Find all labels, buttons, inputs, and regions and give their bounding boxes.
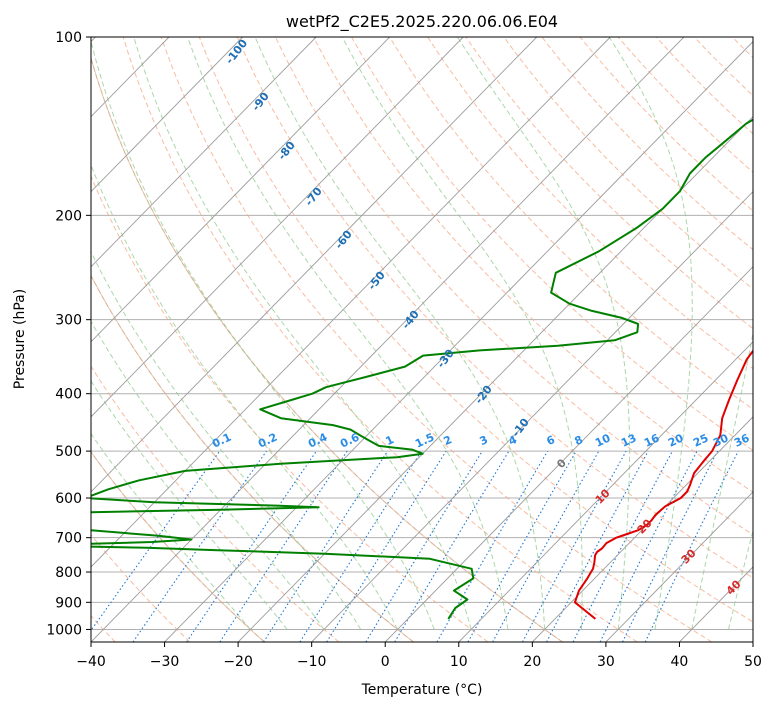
dry-adiabat-line xyxy=(198,37,753,623)
moist-adiabat-line xyxy=(254,37,546,630)
mixing-ratio-label: 13 xyxy=(619,431,638,449)
isotherm-line xyxy=(91,37,611,568)
mixing-ratio-line xyxy=(546,450,649,642)
mixing-ratio-line xyxy=(599,450,698,642)
x-tick-label: 20 xyxy=(523,654,541,670)
dewpoint-line xyxy=(91,118,753,620)
y-tick-label: 1000 xyxy=(46,622,82,638)
x-tick-label: −20 xyxy=(223,654,253,670)
dry-adiabat-line xyxy=(91,365,340,642)
moist-adiabat-line xyxy=(187,37,509,630)
x-tick-label: −40 xyxy=(76,654,106,670)
reference-curve xyxy=(91,274,414,642)
isotherm-line xyxy=(91,37,685,642)
isotherm-line xyxy=(311,191,753,642)
y-axis-title: Pressure (hPa) xyxy=(12,289,28,389)
x-tick-label: 0 xyxy=(381,654,390,670)
mixing-ratio-line xyxy=(91,450,221,632)
y-tick-label: 600 xyxy=(55,491,82,507)
dry-adiabat-line xyxy=(236,37,753,579)
dry-adiabat-line xyxy=(389,37,753,410)
isotherm-line xyxy=(91,37,538,493)
dry-adiabat-line xyxy=(313,37,753,493)
dry-adiabat-line xyxy=(351,37,753,452)
y-tick-label: 500 xyxy=(55,444,82,460)
dry-adiabat-line xyxy=(465,37,753,330)
y-tick-label: 100 xyxy=(55,30,82,46)
mixing-ratio-line xyxy=(365,450,483,642)
mixing-ratio-line xyxy=(219,450,348,642)
moist-adiabat-line xyxy=(728,528,753,630)
mixing-ratio-label: 30 xyxy=(711,431,731,449)
mixing-ratio-line xyxy=(622,450,719,642)
mixing-ratio-label: 16 xyxy=(642,431,662,449)
mixing-ratio-line xyxy=(263,450,389,642)
mixing-ratio-line xyxy=(299,450,422,642)
y-axis-ticks: 100 200 300 400 500 600 700 800 900 1000 xyxy=(46,30,91,638)
dry-adiabat-line xyxy=(160,37,713,642)
mixing-ratio-line xyxy=(132,450,267,642)
y-tick-label: 200 xyxy=(55,208,82,224)
dry-adiabat-line xyxy=(427,37,753,370)
x-tick-label: −30 xyxy=(150,654,180,670)
dry-adiabat-line xyxy=(503,37,753,290)
moist-adiabat-line xyxy=(457,37,631,630)
dry-adiabat-line xyxy=(91,534,191,642)
dry-adiabat-line xyxy=(274,37,753,536)
dry-adiabat-line xyxy=(91,174,489,642)
isotherm-line xyxy=(384,266,753,642)
moist-adiabat-line xyxy=(91,320,325,630)
mixing-ratio-label: 25 xyxy=(691,431,710,449)
profile-lines xyxy=(91,118,753,620)
moist-adiabat-line xyxy=(608,37,693,630)
moist-adiabat-line xyxy=(91,163,398,630)
isotherm-line xyxy=(458,341,753,642)
mixing-ratio-line xyxy=(467,450,577,642)
isotherm-grid xyxy=(91,37,753,642)
y-tick-label: 900 xyxy=(55,595,82,611)
x-axis-ticks: −40 −30 −20 −10 0 10 20 30 40 50 xyxy=(76,642,762,670)
x-tick-label: 40 xyxy=(671,654,689,670)
mixing-ratio-line xyxy=(186,450,317,642)
isotherm-line xyxy=(91,37,243,193)
mixing-ratio-label: 20 xyxy=(666,431,686,449)
plot-frame xyxy=(90,36,754,643)
dry-adiabat-line xyxy=(579,37,753,212)
mixing-ratio-line xyxy=(522,450,627,642)
y-tick-label: 700 xyxy=(55,531,82,547)
chart-title: wetPf2_C2E5.2025.220.06.06.E04 xyxy=(286,12,558,32)
isotherm-line xyxy=(605,491,753,642)
mixing-ratio-label: 36 xyxy=(732,431,752,449)
temperature-line xyxy=(573,349,753,620)
isotherm-line xyxy=(237,115,753,642)
x-tick-label: −10 xyxy=(297,654,327,670)
moist-adiabat-line xyxy=(691,330,753,630)
x-axis-title: Temperature (°C) xyxy=(361,682,483,698)
x-tick-label: 50 xyxy=(744,654,762,670)
mixing-ratio-label: 10 xyxy=(593,431,613,449)
moist-adiabat-line xyxy=(91,39,435,630)
y-tick-label: 400 xyxy=(55,387,82,403)
y-tick-label: 800 xyxy=(55,565,82,581)
x-tick-label: 30 xyxy=(597,654,615,670)
isotherm-line xyxy=(164,40,753,642)
isotherm-line xyxy=(91,37,317,268)
mixing-ratio-lines xyxy=(91,450,739,642)
y-tick-label: 300 xyxy=(55,313,82,329)
moist-adiabat-line xyxy=(91,250,362,630)
x-tick-label: 10 xyxy=(450,654,468,670)
isotherm-line xyxy=(91,37,390,343)
isotherm-line xyxy=(532,416,753,642)
moist-adiabat-line xyxy=(91,432,251,630)
isotherm-line xyxy=(91,37,464,418)
